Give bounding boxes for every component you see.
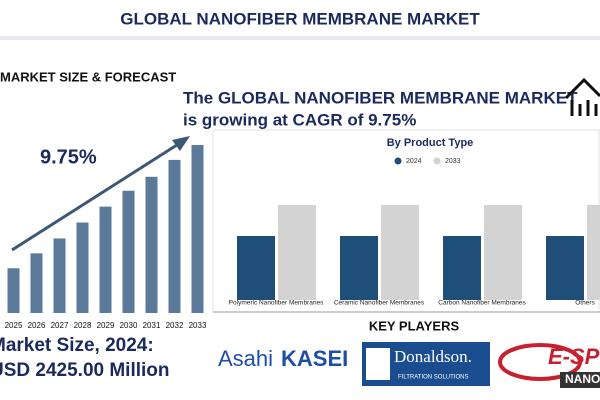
bar [443, 236, 481, 300]
logo-donaldson: Donaldson. FILTRATION SOLUTIONS [362, 342, 490, 386]
legend-swatch [433, 157, 441, 165]
legend-label: 2024 [406, 158, 422, 165]
bar [76, 222, 89, 313]
x-tick-label: 2032 [166, 321, 184, 330]
x-tick-label: Others [575, 300, 595, 307]
x-tick-label: 2029 [97, 321, 115, 330]
x-tick-label: 2025 [5, 321, 23, 330]
x-tick-label: 2028 [74, 321, 92, 330]
x-tick-label: 2027 [51, 321, 69, 330]
logo-text: Asahi [218, 346, 273, 371]
page-title: GLOBAL NANOFIBER MEMBRANE MARKET [120, 9, 480, 28]
bar [53, 238, 66, 313]
bar [168, 159, 181, 313]
bar [278, 205, 316, 300]
logo-tagline: FILTRATION SOLUTIONS [398, 375, 468, 381]
bar [145, 176, 158, 313]
logo-band [560, 372, 600, 388]
bar [99, 206, 112, 313]
logo-espin: E-SPIN NANO [498, 343, 600, 388]
x-tick-label: Carbon Nanofiber Membranes [438, 300, 526, 307]
left-chart-title: MARKET SIZE & FORECAST [0, 69, 176, 84]
x-tick-label: 2031 [143, 321, 161, 330]
legend-swatch [394, 157, 402, 165]
banner-rule [0, 36, 600, 40]
bar [7, 268, 20, 313]
bar [546, 236, 584, 300]
bar [587, 205, 600, 300]
key-players-title: KEY PLAYERS [369, 318, 460, 333]
house-icon [564, 77, 600, 116]
logo-asahi: Asahi KASEI [218, 346, 348, 371]
x-tick-label: 2026 [28, 321, 46, 330]
bar [191, 144, 204, 313]
bar [122, 190, 135, 313]
x-tick-label: Ceramic Nanofiber Membranes [334, 300, 425, 307]
logo-text: E-SPIN [548, 344, 600, 369]
logo-ring [498, 343, 582, 381]
logo-tagline: NANO [565, 372, 600, 386]
cagr-annotation: 9.75% [40, 146, 97, 168]
bar [237, 236, 275, 300]
bar [484, 205, 522, 300]
bar [30, 253, 43, 313]
legend-label: 2033 [445, 158, 461, 165]
headline: is growing at CAGR of 9.75% [183, 110, 416, 129]
x-tick-label: 2030 [120, 321, 138, 330]
x-tick-label: 2033 [189, 321, 207, 330]
market-size-label: Market Size, 2024: [0, 335, 154, 356]
logo-text: KASEI [281, 346, 348, 371]
chart-title: By Product Type [387, 137, 474, 149]
x-tick-label: Polymeric Nanofiber Membranes [229, 300, 324, 307]
logo-text: Donaldson. [394, 347, 472, 366]
trend-arrow [11, 136, 190, 252]
logo-emblem [366, 348, 390, 380]
market-size-value: USD 2425.00 Million [0, 360, 170, 381]
bar [381, 205, 419, 300]
bar [340, 236, 378, 300]
headline: The GLOBAL NANOFIBER MEMBRANE MARKET [183, 88, 578, 107]
